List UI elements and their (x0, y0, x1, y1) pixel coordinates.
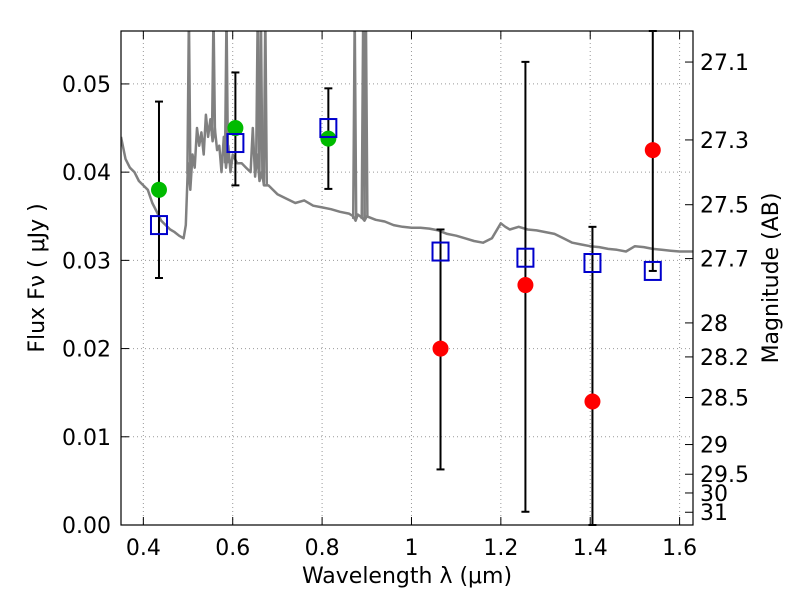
emission-line-spike (258, 31, 264, 176)
y2-tick-label: 28.2 (700, 346, 749, 371)
model-photometry-point (149, 215, 168, 236)
model-photometry-point (226, 133, 245, 154)
y-tick-label: 0.05 (62, 73, 111, 98)
data-markers (149, 118, 662, 410)
x-tick-label: 0.4 (126, 536, 161, 561)
data-point (584, 393, 601, 410)
y-tick-label: 0.02 (62, 338, 111, 363)
axis-ticks: 0.4 0.6 0.8 1 1.2 1.4 1.6 0.00 0.01 0.02 0.03 0.04 0… (62, 31, 749, 561)
data-point (644, 142, 661, 159)
x-tick-label: 1.2 (483, 536, 518, 561)
model-spectrum-line (121, 113, 693, 253)
y2-tick-label: 29.5 (700, 463, 749, 488)
emission-line-spike (254, 31, 261, 160)
data-point (517, 277, 534, 294)
y-tick-label: 0.03 (62, 249, 111, 274)
emission-line-spike (351, 31, 358, 219)
x-tick-label: 1.4 (573, 536, 608, 561)
y-axis-label: Flux Fν ( μJy ) (25, 203, 50, 352)
emission-line-spike (210, 31, 217, 137)
y2-axis-label: Magnitude (AB) (759, 193, 784, 364)
y2-tick-label: 28 (700, 312, 728, 337)
data-point (227, 120, 244, 137)
y2-tick-label: 30 (700, 482, 728, 507)
model-photometry-point (583, 253, 602, 274)
x-tick-label: 0.8 (305, 536, 340, 561)
y-tick-label: 0.00 (62, 514, 111, 539)
model-spectrum (121, 31, 693, 253)
model-photometry-point (516, 247, 535, 268)
x-axis-label: Wavelength λ (μm) (302, 564, 512, 589)
model-photometry-point (319, 118, 338, 139)
emission-line-spike (223, 31, 230, 164)
emission-line-spike (363, 31, 369, 219)
y-tick-label: 0.01 (62, 426, 111, 451)
y2-tick-label: 29 (700, 434, 728, 459)
y2-tick-label: 28.5 (700, 386, 749, 411)
model-photometry-point (643, 260, 662, 281)
y2-tick-label: 27.7 (700, 248, 749, 273)
model-photometry-point (431, 241, 450, 262)
y2-tick-label: 27.5 (700, 194, 749, 219)
data-point (150, 181, 167, 198)
y2-tick-label: 27.3 (700, 129, 749, 154)
emission-line-spike (262, 31, 269, 186)
plot-frame (120, 30, 694, 526)
emission-line-spike (186, 31, 192, 174)
y2-tick-label: 27.1 (700, 51, 749, 76)
data-point (432, 340, 449, 357)
y2-tick-label: 31 (700, 501, 728, 526)
x-tick-label: 0.6 (215, 536, 250, 561)
x-tick-label: 1 (404, 536, 418, 561)
x-tick-label: 1.6 (662, 536, 697, 561)
y-tick-label: 0.04 (62, 161, 111, 186)
data-point (320, 130, 337, 147)
